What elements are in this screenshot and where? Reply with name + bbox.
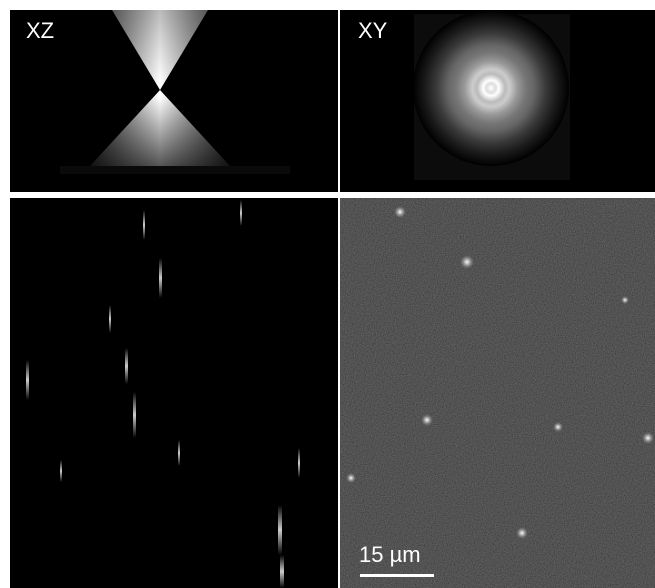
- noise: [340, 198, 655, 588]
- panel-label: XZ: [26, 18, 54, 43]
- panel-label: XY: [358, 18, 388, 43]
- psf-shade: [90, 10, 230, 166]
- figure: XZ XY 15 µm: [0, 0, 655, 588]
- psf-edge: [60, 166, 290, 174]
- airy-pattern: [413, 10, 569, 166]
- separator: [10, 193, 655, 197]
- scale-bar: [360, 574, 434, 577]
- xz-sample-panel: [10, 198, 338, 588]
- scale-bar-label: 15 µm: [359, 542, 421, 567]
